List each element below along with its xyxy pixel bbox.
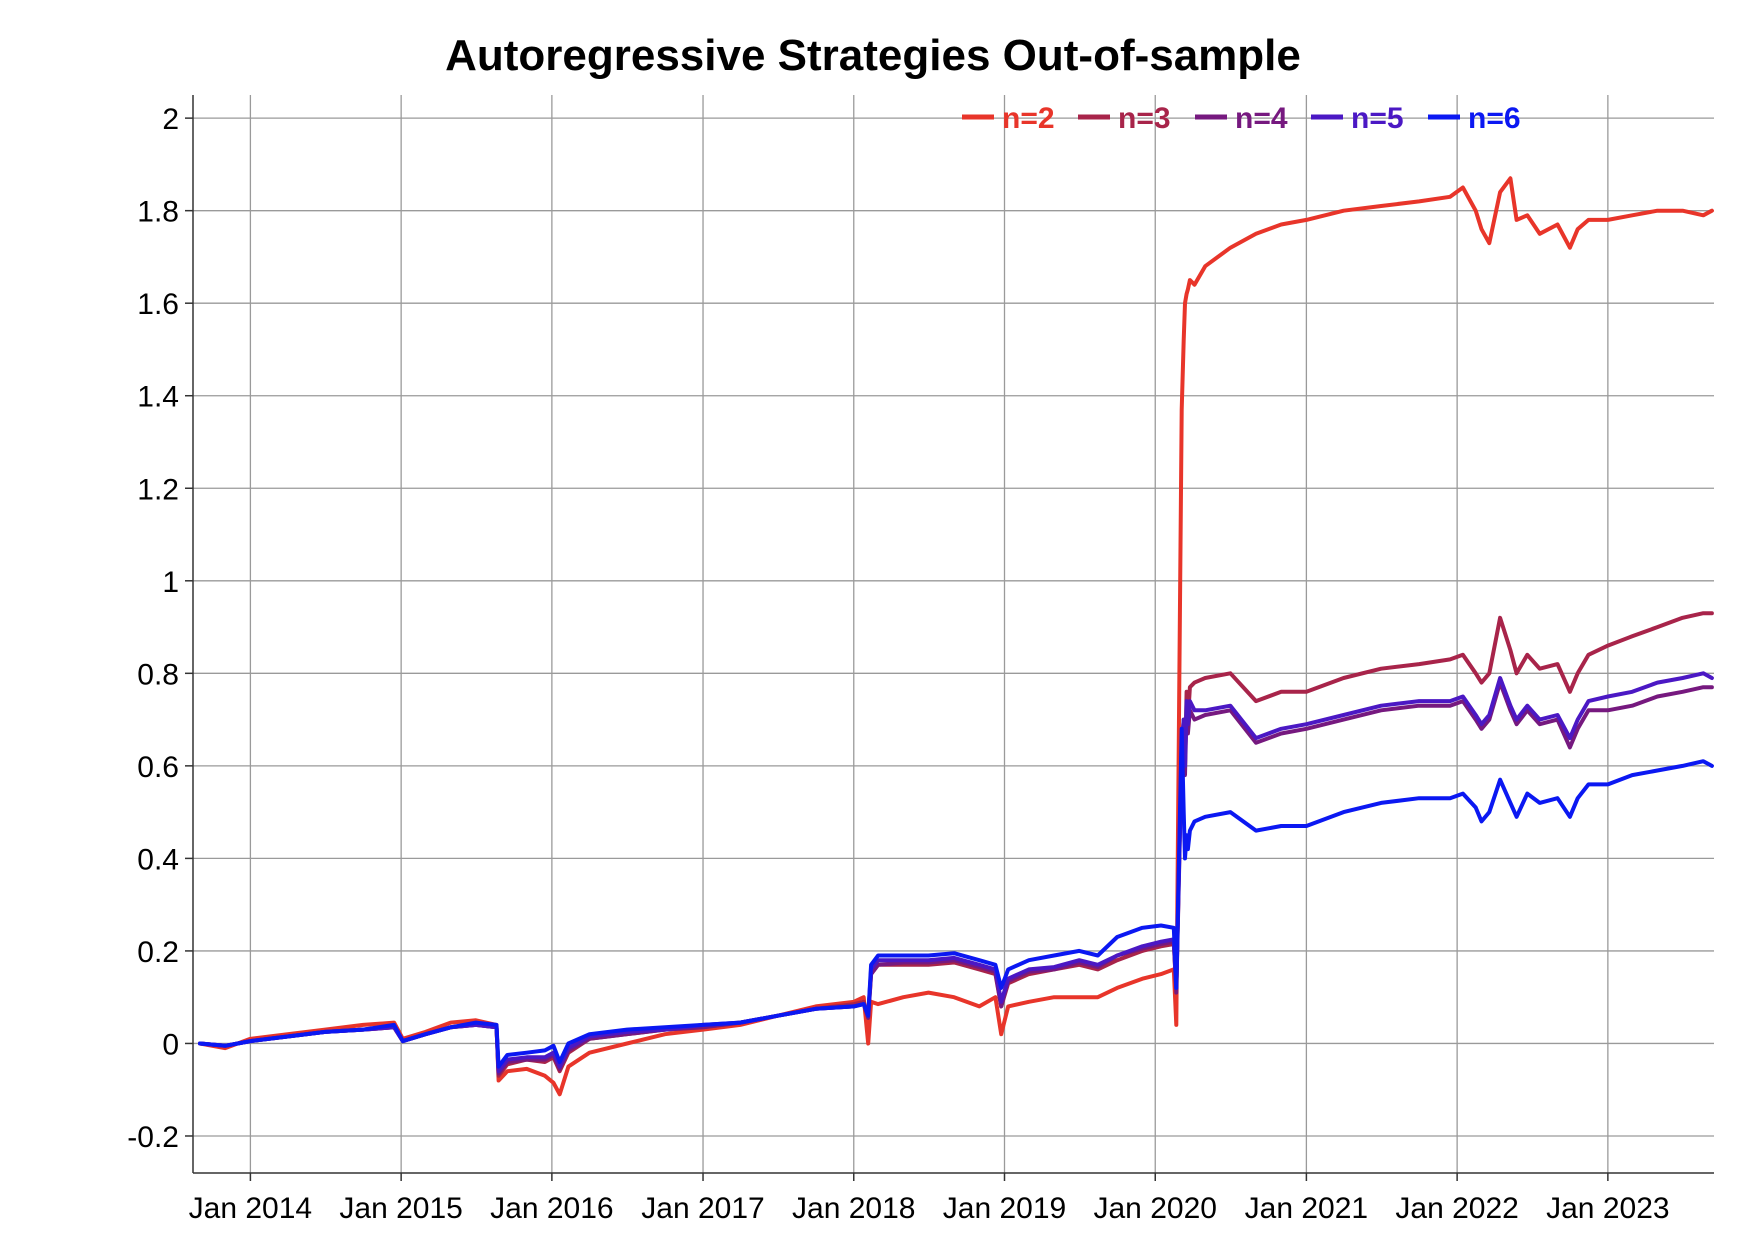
legend-label: n=5 bbox=[1351, 102, 1404, 135]
series-line-n-2 bbox=[198, 176, 1714, 1097]
x-axis-tick-labels: Jan 2014 Jan 2015 Jan 2016 Jan 2017 Jan 2018… bbox=[189, 1192, 1670, 1225]
y-tick-label: 2 bbox=[162, 103, 179, 136]
x-tick-label: Jan 2020 bbox=[1094, 1192, 1217, 1225]
y-tick-label: 0 bbox=[162, 1028, 179, 1061]
y-tick-label: 0.2 bbox=[137, 936, 179, 969]
x-tick-label: Jan 2014 bbox=[189, 1192, 312, 1225]
grid bbox=[193, 95, 1714, 1173]
legend-label: n=6 bbox=[1468, 102, 1521, 135]
chart-title: Autoregressive Strategies Out-of-sample bbox=[445, 31, 1301, 80]
y-tick-label: 1.4 bbox=[137, 381, 179, 414]
legend-label: n=4 bbox=[1235, 102, 1288, 135]
series-line-n-4 bbox=[198, 680, 1714, 1076]
x-tick-label: Jan 2019 bbox=[943, 1192, 1066, 1225]
legend: n=2 n=3 n=4 n=5 n=6 bbox=[962, 102, 1521, 135]
y-tick-label: 1 bbox=[162, 566, 179, 599]
y-tick-label: 0.4 bbox=[137, 843, 179, 876]
series-line-n-6 bbox=[198, 726, 1714, 1069]
series-line-n-3 bbox=[198, 611, 1714, 1078]
x-tick-label: Jan 2023 bbox=[1546, 1192, 1669, 1225]
legend-label: n=2 bbox=[1002, 102, 1055, 135]
y-tick-label: 0.8 bbox=[137, 658, 179, 691]
series-lines bbox=[198, 176, 1714, 1097]
x-tick-label: Jan 2018 bbox=[792, 1192, 915, 1225]
legend-label: n=3 bbox=[1118, 102, 1171, 135]
y-axis-tick-labels: -0.2 0 0.2 0.4 0.6 0.8 1 1.2 1.4 1.6 1.8 2 bbox=[127, 103, 179, 1154]
axes bbox=[185, 95, 1714, 1181]
y-tick-label: 0.6 bbox=[137, 751, 179, 784]
series-line-n-5 bbox=[198, 671, 1714, 1074]
x-tick-label: Jan 2021 bbox=[1245, 1192, 1368, 1225]
y-tick-label: -0.2 bbox=[127, 1121, 179, 1154]
y-tick-label: 1.2 bbox=[137, 473, 179, 506]
x-tick-label: Jan 2016 bbox=[490, 1192, 613, 1225]
x-tick-label: Jan 2015 bbox=[339, 1192, 462, 1225]
y-tick-label: 1.6 bbox=[137, 288, 179, 321]
y-tick-label: 1.8 bbox=[137, 196, 179, 229]
x-tick-label: Jan 2022 bbox=[1395, 1192, 1518, 1225]
x-tick-label: Jan 2017 bbox=[641, 1192, 764, 1225]
